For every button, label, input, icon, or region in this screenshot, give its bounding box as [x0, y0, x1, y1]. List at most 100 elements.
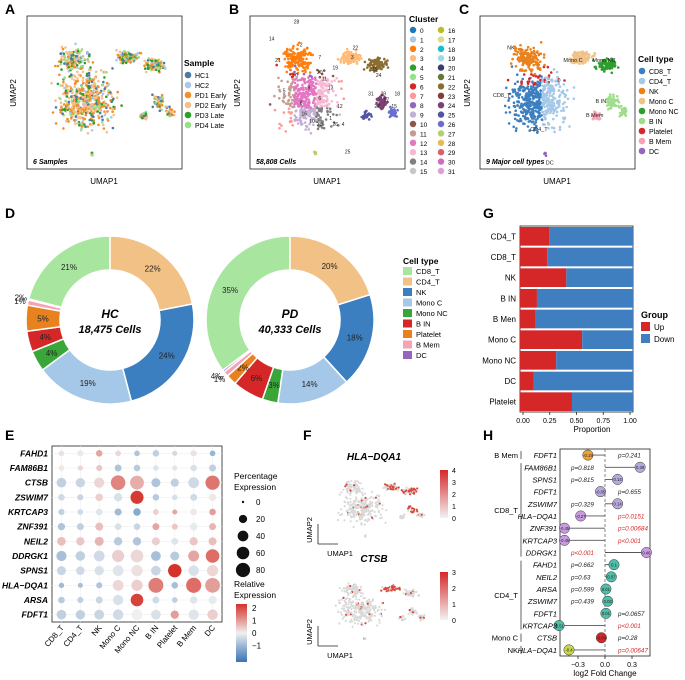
umap-point — [377, 62, 381, 66]
feature-point — [346, 485, 349, 488]
umap-point — [103, 70, 106, 74]
donut-slice-label: 4‰ — [211, 372, 223, 381]
umap-b-cluster-label: 0 — [295, 73, 298, 79]
dot — [112, 565, 124, 577]
bar-category-label: Platelet — [489, 398, 516, 407]
umap-point — [517, 47, 521, 51]
umap-point — [51, 111, 55, 114]
umap-point — [369, 67, 373, 70]
umap-point — [531, 68, 534, 71]
feature-point — [353, 613, 356, 616]
umap-point — [312, 108, 316, 112]
umap-point — [326, 110, 329, 113]
feature-point — [352, 525, 355, 529]
feature-point — [374, 605, 377, 608]
dot — [115, 450, 121, 457]
feature-point — [389, 488, 393, 491]
umap-point — [516, 50, 520, 54]
umap-point — [526, 92, 529, 95]
feature-point — [399, 615, 402, 619]
lollipop-tick-label: −0.3 — [571, 662, 585, 669]
legend-label: 28 — [448, 141, 456, 148]
umap-point — [624, 108, 628, 111]
feature-point — [370, 619, 373, 622]
umap-point — [90, 129, 94, 132]
umap-point — [289, 49, 293, 53]
legend-swatch — [437, 149, 445, 156]
umap-point — [332, 113, 335, 116]
umap-point — [543, 78, 546, 82]
lollipop-p-value: p=0.0151 — [617, 513, 644, 520]
dot — [56, 609, 67, 620]
umap-point — [312, 87, 315, 91]
umap-point — [76, 70, 79, 74]
umap-c-celltype-label: B Mem — [586, 113, 604, 119]
feature-point — [371, 504, 374, 507]
feature-point — [365, 617, 368, 620]
feature-point — [345, 605, 348, 609]
lollipop-value-label: -0.04 — [597, 636, 607, 641]
umap-point — [296, 89, 300, 93]
bar-g-tick-label: 0.75 — [596, 418, 610, 425]
umap-point — [159, 100, 163, 103]
umap-point — [111, 126, 115, 130]
umap-point — [160, 63, 164, 67]
feature-point — [366, 507, 369, 510]
umap-point — [363, 60, 367, 64]
feature-plots: HLA−DQA1UMAP1UMAP243210CTSBUMAP1UMAP2321… — [305, 452, 456, 660]
umap-point — [317, 119, 321, 122]
umap-point — [322, 76, 326, 80]
umap-point — [124, 55, 128, 58]
umap-point — [71, 91, 74, 94]
donut-slice-label: 14% — [302, 380, 318, 389]
umap-point — [60, 68, 63, 71]
umap-point — [92, 122, 95, 125]
lollipop-gene-label: ZSWIM7 — [527, 500, 558, 509]
umap-point — [536, 91, 540, 95]
dot — [130, 549, 144, 563]
umap-point — [304, 65, 308, 69]
umap-point — [520, 96, 524, 99]
umap-point — [273, 94, 276, 98]
dot — [133, 523, 141, 530]
umap-point — [367, 112, 371, 115]
umap-point — [159, 107, 162, 111]
umap-b-cluster-label: 28 — [294, 20, 300, 26]
umap-point — [543, 115, 546, 118]
umap-point — [306, 53, 310, 56]
umap-point — [303, 121, 307, 124]
umap-point — [549, 103, 553, 107]
umap-point — [342, 61, 346, 65]
feature-point — [358, 598, 361, 601]
umap-b-cluster-label: 30 — [317, 122, 323, 128]
umap-point — [295, 66, 298, 70]
feature-point — [347, 603, 350, 606]
umap-point — [72, 50, 75, 54]
umap-c-celltype-label: B IN — [596, 99, 607, 105]
dot — [188, 550, 200, 562]
umap-point — [105, 106, 108, 110]
feature-point — [417, 594, 420, 597]
umap-point — [277, 57, 281, 61]
feature-point — [370, 612, 374, 616]
dot — [172, 465, 178, 471]
dot — [58, 494, 65, 501]
umap-point — [295, 116, 298, 119]
umap-point — [529, 119, 532, 123]
umap-point — [521, 111, 525, 115]
umap-point — [106, 119, 110, 122]
umap-point — [309, 53, 313, 57]
umap-point — [296, 99, 299, 102]
umap-point — [531, 108, 534, 112]
umap-point — [538, 115, 541, 118]
feature-point — [403, 588, 406, 591]
legend-label: 30 — [448, 160, 456, 167]
umap-point — [92, 89, 96, 92]
feature-point — [349, 485, 352, 488]
umap-point — [101, 118, 104, 122]
umap-point — [80, 111, 83, 115]
umap-point — [97, 79, 100, 83]
umap-point — [340, 56, 344, 60]
